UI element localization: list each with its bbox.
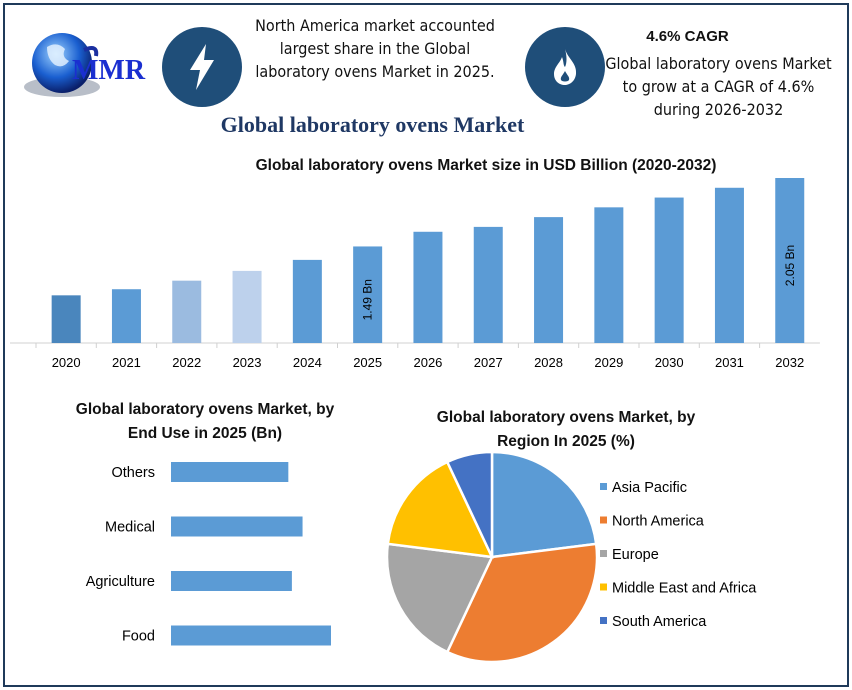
x-tick-label: 2025: [353, 355, 382, 370]
infographic-frame: [3, 3, 849, 687]
x-tick-label: 2023: [233, 355, 262, 370]
x-tick-label: 2028: [534, 355, 563, 370]
pie-slice-middle-east-and-africa: [386, 460, 495, 559]
end-use-chart-title: Global laboratory ovens Market, by End U…: [30, 398, 380, 446]
data-label: 2.05 Bn: [783, 245, 797, 286]
category-label: Medical: [105, 520, 155, 536]
legend-swatch: [600, 583, 607, 591]
bar-2020: [51, 295, 81, 343]
x-tick-label: 2024: [293, 355, 322, 370]
market-size-bar-chart: 2020 2021 2022 2023 2024 2025 1.49 Bn 2026 2027 2…: [10, 178, 820, 370]
legend-label: South America: [612, 614, 707, 630]
category-label: Agriculture: [86, 574, 155, 590]
fact1-line: largest share in the Global: [279, 39, 471, 58]
pie-slice-asia-pacific: [490, 450, 598, 559]
end-use-bar-chart: Others Medical Agriculture Food: [86, 462, 331, 646]
legend-swatch: [600, 483, 607, 490]
bar-2032: [775, 178, 805, 343]
title-line: Region In 2025 (%): [497, 433, 635, 450]
data-label: 1.49 Bn: [361, 279, 375, 320]
legend-label: Europe: [612, 547, 659, 563]
logo-text: MMR: [72, 55, 146, 86]
bar-chart-title: Global laboratory ovens Market size in U…: [255, 157, 717, 174]
x-tick-label: 2029: [594, 355, 623, 370]
pie-slice-europe: [385, 542, 494, 654]
bar-2025: [353, 246, 383, 343]
bar-2024: [292, 259, 322, 343]
x-tick-label: 2032: [775, 355, 804, 370]
bar-2027: [473, 226, 503, 343]
x-tick-label: 2030: [655, 355, 684, 370]
mmr-logo: MMR: [22, 25, 162, 115]
bar-agriculture: [171, 571, 292, 591]
fact2-line: to grow at a CAGR of 4.6%: [622, 77, 815, 96]
region-chart-title: Global laboratory ovens Market, by Regio…: [390, 406, 742, 454]
fact1-line: laboratory ovens Market in 2025.: [255, 62, 495, 81]
bar-2026: [413, 231, 443, 343]
legend-label: Middle East and Africa: [612, 581, 757, 597]
x-tick-label: 2026: [413, 355, 442, 370]
bar-2029: [594, 207, 624, 343]
legend-label: Asia Pacific: [612, 480, 687, 496]
category-label: Food: [122, 629, 155, 645]
title-line: End Use in 2025 (Bn): [127, 425, 283, 442]
pie-slice-south-america: [445, 450, 494, 558]
bar-medical: [171, 516, 303, 537]
bar-2022: [172, 280, 202, 343]
category-label: Others: [111, 465, 155, 481]
bar-food: [171, 625, 331, 646]
bar-2028: [534, 217, 564, 343]
lightning-bolt-icon: [162, 27, 242, 107]
fact1-line: North America market accounted: [255, 16, 495, 35]
bar-2030: [654, 197, 684, 343]
x-tick-label: 2031: [715, 355, 744, 370]
x-tick-label: 2027: [474, 355, 503, 370]
legend-label: North America: [612, 514, 705, 530]
fact-cagr: Global laboratory ovens Market to grow a…: [596, 52, 841, 121]
fact2-line: during 2026-2032: [653, 100, 784, 119]
flame-icon: [525, 27, 605, 107]
legend-swatch: [600, 617, 607, 624]
globe-icon: [24, 33, 100, 97]
page-title: Global laboratory ovens Market: [220, 112, 525, 137]
cagr-heading: 4.6% CAGR: [646, 28, 729, 45]
bar-2023: [232, 270, 262, 343]
fact-north-america: North America market accounted largest s…: [235, 14, 515, 83]
region-pie-chart: Asia Pacific North America Europe Middle Ea…: [385, 450, 757, 664]
legend-swatch: [600, 550, 607, 557]
bar-2031: [714, 187, 744, 343]
x-tick-label: 2020: [52, 355, 81, 370]
title-line: Global laboratory ovens Market, by: [75, 401, 335, 418]
legend-swatch: [600, 516, 607, 524]
fact2-line: Global laboratory ovens Market: [605, 54, 832, 73]
x-tick-label: 2022: [172, 355, 201, 370]
x-tick-label: 2021: [112, 355, 141, 370]
bar-others: [171, 462, 289, 482]
bar-2021: [111, 289, 141, 343]
title-line: Global laboratory ovens Market, by: [436, 409, 696, 426]
